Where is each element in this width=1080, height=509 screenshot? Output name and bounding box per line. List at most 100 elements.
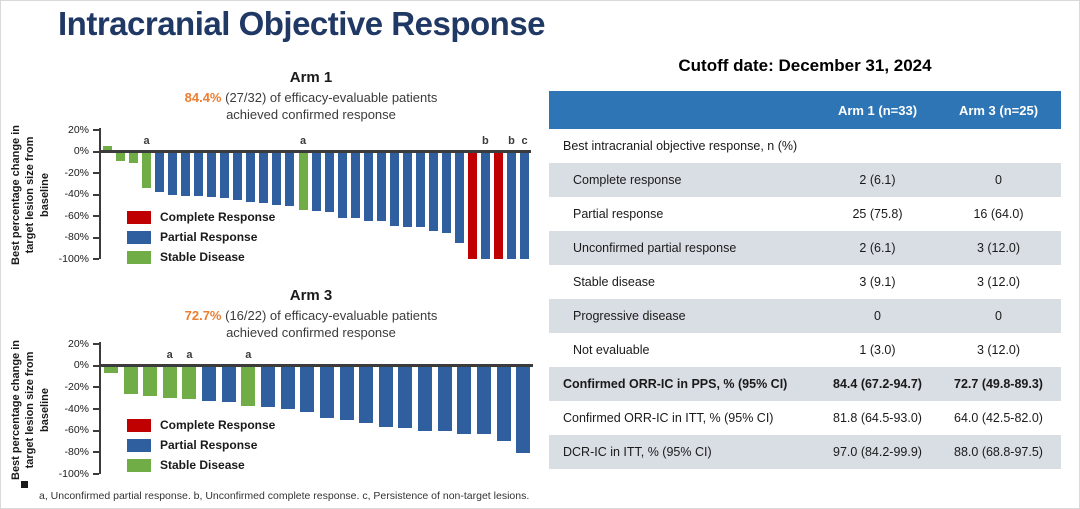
y-axis-tick [93, 473, 99, 475]
waterfall-bar [402, 151, 412, 227]
waterfall-bar [168, 151, 178, 195]
bar-annotation: a [186, 348, 193, 361]
bar-annotation: a [245, 348, 252, 361]
arm1-chart-subtitle-line2: achieved confirmed response [226, 107, 396, 122]
row-label: Partial response [573, 207, 664, 221]
waterfall-bar [142, 151, 152, 188]
legend-row: Complete Response [127, 210, 275, 224]
legend-swatch [127, 250, 151, 264]
y-axis-tick [93, 172, 99, 174]
table-row: Confirmed ORR-IC in ITT, % (95% CI) 81.8 … [549, 401, 1061, 435]
arm1-waterfall-plot: 20% 0% -20% -40% -60% -80% -100% a a b b c Complete … [59, 124, 531, 265]
chart-legend: Complete Response Partial Response Stable … [127, 210, 275, 264]
table-row: Unconfirmed partial response 2 (6.1) 3 (12… [549, 231, 1061, 265]
waterfall-bar [182, 365, 197, 400]
waterfall-bar [507, 151, 516, 259]
bar-annotation: a [299, 134, 307, 147]
table-row: Complete response 2 (6.1) 0 [549, 163, 1061, 197]
row-label: Confirmed ORR-IC in ITT, % (95% CI) [563, 411, 774, 425]
table-row: DCR-IC in ITT, % (95% CI) 97.0 (84.2-99.9… [549, 435, 1061, 469]
waterfall-bar [457, 365, 472, 434]
page-title: Intracranial Objective Response [58, 5, 546, 42]
decorative-mark [21, 481, 28, 488]
waterfall-bar [207, 151, 217, 197]
legend-swatch [127, 458, 151, 472]
arm1-response-rate: 84.4% [184, 90, 222, 105]
arm3-subtitle-text: (16/22) of efficacy-evaluable patients [225, 308, 438, 323]
legend-label: Complete Response [160, 418, 276, 432]
arm1-value: 1 (3.0) [859, 343, 896, 357]
arm3-waterfall-plot: 20% 0% -20% -40% -60% -80% -100% a a a Complete Re… [59, 338, 533, 480]
y-axis-tick [93, 451, 99, 454]
table-header-arm3: Arm 3 (n=25) [958, 102, 1039, 118]
waterfall-bar [280, 365, 295, 409]
arm1-chart-subtitle: 84.4% (27/32) of efficacy-evaluable pati… [61, 90, 561, 105]
y-axis-tick-label: 20% [67, 337, 89, 350]
y-axis-tick [93, 386, 99, 389]
waterfall-bar [476, 365, 491, 434]
waterfall-bar [241, 365, 256, 406]
legend-row: Partial Response [127, 230, 275, 244]
y-axis-tick-label: -60% [64, 424, 89, 437]
legend-label: Partial Response [160, 230, 258, 244]
waterfall-bar [202, 365, 216, 402]
y-axis-tick-label: 0% [73, 145, 89, 157]
legend-label: Stable Disease [160, 250, 245, 264]
waterfall-bar [480, 151, 490, 259]
arm1-value: 84.4 (67.2-94.7) [833, 377, 922, 391]
waterfall-bar [363, 151, 373, 222]
waterfall-bar [103, 146, 112, 152]
row-label: Complete response [573, 173, 682, 187]
waterfall-bar [155, 151, 165, 193]
row-label: Progressive disease [573, 309, 686, 323]
y-axis-tick [93, 364, 99, 367]
waterfall-bar [339, 365, 354, 420]
row-label: DCR-IC in ITT, % (95% CI) [563, 445, 712, 459]
table-row: Stable disease 3 (9.1) 3 (12.0) [549, 265, 1061, 299]
table-section-row: Best intracranial objective response, n … [549, 129, 1061, 163]
waterfall-bar [418, 365, 432, 431]
table-row: Partial response 25 (75.8) 16 (64.0) [549, 197, 1061, 231]
arm1-value: 2 (6.1) [859, 173, 896, 187]
bar-annotation: b [482, 134, 489, 147]
arm1-value: 97.0 (84.2-99.9) [833, 445, 922, 459]
results-table: Arm 1 (n=33) Arm 3 (n=25) Best intracran… [549, 91, 1061, 469]
legend-label: Stable Disease [160, 458, 245, 472]
legend-swatch [127, 230, 151, 244]
y-axis-tick [93, 150, 99, 153]
waterfall-bar [162, 365, 177, 399]
footnote: a, Unconfirmed partial response. b, Unco… [39, 490, 530, 502]
arm3-y-axis-label: Best percentage change in target lesion … [10, 340, 51, 480]
waterfall-bar [103, 365, 118, 374]
legend-row: Partial Response [127, 438, 275, 452]
cutoff-date: Cutoff date: December 31, 2024 [678, 56, 932, 75]
waterfall-bar [350, 151, 360, 219]
waterfall-bar [143, 365, 158, 396]
bar-annotation: a [166, 348, 173, 361]
arm3-value: 3 (12.0) [976, 275, 1021, 289]
arm1-value: 81.8 (64.5-93.0) [833, 411, 922, 425]
zero-line [101, 364, 533, 367]
y-axis-tick [93, 258, 99, 260]
zero-line [101, 150, 531, 153]
waterfall-bar [516, 365, 531, 454]
arm1-value: 2 (6.1) [859, 241, 896, 255]
y-axis-tick-label: -100% [58, 252, 89, 265]
row-label: Unconfirmed partial response [573, 241, 737, 255]
row-label: Not evaluable [573, 343, 650, 357]
waterfall-bar [194, 151, 204, 196]
y-axis-tick [93, 193, 99, 196]
table-header-arm1: Arm 1 (n=33) [837, 102, 918, 118]
arm3-value: 0 [995, 309, 1002, 323]
arm1-value: 0 [874, 309, 881, 323]
y-axis-tick-label: -80% [64, 445, 89, 458]
arm1-chart-title: Arm 1 [289, 69, 333, 86]
legend-row: Stable Disease [127, 458, 275, 472]
waterfall-bar [324, 151, 334, 212]
waterfall-bar [285, 151, 295, 207]
y-axis-tick [93, 129, 99, 131]
bar-annotation: c [521, 134, 528, 147]
table-header-row: Arm 1 (n=33) Arm 3 (n=25) [549, 91, 1061, 129]
waterfall-bar [272, 151, 282, 206]
